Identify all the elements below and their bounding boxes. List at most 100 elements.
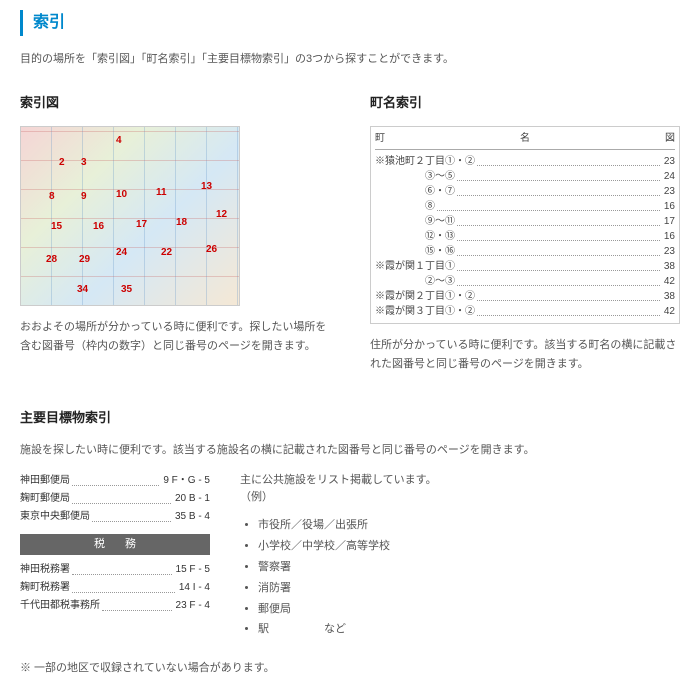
map-grid-number: 28 — [46, 252, 57, 268]
town-index-title: 町名索引 — [370, 93, 680, 114]
landmark-section: 主要目標物索引 施設を探したい時に便利です。該当する施設名の横に記載された図番号… — [20, 408, 680, 640]
town-name: ※猿池町２丁目①・② — [375, 154, 475, 169]
map-grid-number: 29 — [79, 252, 90, 268]
map-grid-number: 16 — [93, 219, 104, 235]
landmark-row: 麹町郵便局 20 B - 1 — [20, 490, 210, 508]
town-name: ※霞が関２丁目①・② — [375, 289, 475, 304]
town-row: ③～⑤ 24 — [375, 169, 675, 184]
landmark-example-list: 市役所／役場／出張所小学校／中学校／高等学校警察署消防署郵便局駅 など — [240, 515, 680, 640]
landmark-page: 20 B - 1 — [175, 490, 210, 508]
example-item: 消防署 — [258, 578, 680, 599]
intro-text: 目的の場所を「索引図」「町名索引」「主要目標物索引」の3つから探すことができます… — [20, 51, 680, 69]
town-row: ⑧ 16 — [375, 199, 675, 214]
town-page: 17 — [664, 214, 675, 229]
map-grid-number: 3 — [81, 155, 87, 171]
landmark-page: 14 I - 4 — [179, 579, 210, 597]
landmark-name: 千代田都税事務所 — [20, 597, 100, 615]
town-name: ⑫・⑬ — [375, 229, 455, 244]
town-page: 23 — [664, 154, 675, 169]
landmark-row: 神田税務署 15 F - 5 — [20, 561, 210, 579]
landmark-name: 神田郵便局 — [20, 472, 70, 490]
town-row: ⑮・⑯ 23 — [375, 244, 675, 259]
landmark-list-box: 神田郵便局 9 F・G - 5 麹町郵便局 20 B - 1 東京中央郵便局 35 B -… — [20, 472, 210, 641]
town-page: 38 — [664, 259, 675, 274]
two-column-layout: 索引図 42389101113151617181228292422263435 … — [20, 93, 680, 373]
map-grid-number: 22 — [161, 245, 172, 261]
footnote: ※ 一部の地区で収録されていない場合があります。 — [20, 660, 680, 678]
map-grid-number: 8 — [49, 189, 55, 205]
town-index-table: 町 名 図 ※猿池町２丁目①・② 23 ③～⑤ 24 ⑥・⑦ 23 ⑧ 16 ⑨～⑪ 17… — [370, 126, 680, 324]
town-name: ②～③ — [375, 274, 455, 289]
example-item: 郵便局 — [258, 599, 680, 620]
town-row: ※猿池町２丁目①・② 23 — [375, 154, 675, 169]
town-page: 24 — [664, 169, 675, 184]
town-row: ⑥・⑦ 23 — [375, 184, 675, 199]
index-map-title: 索引図 — [20, 93, 330, 114]
map-grid-number: 11 — [156, 185, 167, 201]
map-grid-number: 15 — [51, 219, 62, 235]
landmark-name: 麹町税務署 — [20, 579, 70, 597]
landmark-title: 主要目標物索引 — [20, 408, 680, 429]
example-item: 警察署 — [258, 557, 680, 578]
landmark-right-example: （例） — [240, 489, 680, 507]
landmark-row: 麹町税務署 14 I - 4 — [20, 579, 210, 597]
page-title: 索引 — [20, 10, 680, 36]
landmark-desc: 施設を探したい時に便利です。該当する施設名の横に記載された図番号と同じ番号のペー… — [20, 441, 680, 460]
example-item: 駅 など — [258, 619, 680, 640]
town-page: 42 — [664, 304, 675, 319]
town-row: ⑨～⑪ 17 — [375, 214, 675, 229]
landmark-name: 神田税務署 — [20, 561, 70, 579]
landmark-row: 千代田都税事務所 23 F - 4 — [20, 597, 210, 615]
landmark-page: 15 F - 5 — [176, 561, 210, 579]
town-page: 16 — [664, 199, 675, 214]
landmark-row: 東京中央郵便局 35 B - 4 — [20, 508, 210, 526]
town-name: ※霞が関１丁目① — [375, 259, 455, 274]
town-row: ②～③ 42 — [375, 274, 675, 289]
town-name: ※霞が関３丁目①・② — [375, 304, 475, 319]
town-name: ⑥・⑦ — [375, 184, 455, 199]
town-index-column: 町名索引 町 名 図 ※猿池町２丁目①・② 23 ③～⑤ 24 ⑥・⑦ 23 ⑧ 16 … — [370, 93, 680, 373]
example-item: 小学校／中学校／高等学校 — [258, 536, 680, 557]
town-header-col3: 図 — [655, 131, 675, 147]
map-grid-number: 35 — [121, 282, 132, 298]
town-page: 23 — [664, 184, 675, 199]
map-grid-number: 18 — [176, 215, 187, 231]
map-grid-number: 9 — [81, 189, 87, 205]
map-grid-number: 24 — [116, 245, 127, 261]
town-row: ⑫・⑬ 16 — [375, 229, 675, 244]
town-row: ※霞が関３丁目①・② 42 — [375, 304, 675, 319]
landmark-page: 23 F - 4 — [176, 597, 210, 615]
town-page: 16 — [664, 229, 675, 244]
landmark-row: 神田郵便局 9 F・G - 5 — [20, 472, 210, 490]
town-row: ※霞が関２丁目①・② 38 — [375, 289, 675, 304]
tax-header-bar: 税務 — [20, 534, 210, 556]
landmark-name: 東京中央郵便局 — [20, 508, 90, 526]
town-table-header: 町 名 図 — [375, 131, 675, 150]
town-page: 42 — [664, 274, 675, 289]
landmark-right-intro: 主に公共施設をリスト掲載しています。 — [240, 472, 680, 490]
map-grid-number: 10 — [116, 187, 127, 203]
index-map-image: 42389101113151617181228292422263435 — [20, 126, 240, 306]
map-grid-number: 17 — [136, 217, 147, 233]
map-grid-number: 34 — [77, 282, 88, 298]
town-index-desc: 住所が分かっている時に便利です。該当する町名の横に記載された図番号と同じ番号のペ… — [370, 336, 680, 373]
map-grid-number: 26 — [206, 242, 217, 258]
landmark-page: 9 F・G - 5 — [163, 472, 210, 490]
town-header-col1: 町 — [375, 131, 395, 147]
town-name: ③～⑤ — [375, 169, 455, 184]
map-grid-number: 13 — [201, 179, 212, 195]
town-row: ※霞が関１丁目① 38 — [375, 259, 675, 274]
index-map-column: 索引図 42389101113151617181228292422263435 … — [20, 93, 330, 373]
landmark-page: 35 B - 4 — [175, 508, 210, 526]
town-name: ⑧ — [375, 199, 435, 214]
landmark-right-box: 主に公共施設をリスト掲載しています。 （例） 市役所／役場／出張所小学校／中学校… — [240, 472, 680, 641]
town-page: 23 — [664, 244, 675, 259]
map-grid-number: 2 — [59, 155, 65, 171]
example-item: 市役所／役場／出張所 — [258, 515, 680, 536]
town-name: ⑮・⑯ — [375, 244, 455, 259]
town-page: 38 — [664, 289, 675, 304]
town-header-col2: 名 — [395, 131, 655, 147]
map-grid-number: 12 — [216, 207, 227, 223]
town-name: ⑨～⑪ — [375, 214, 455, 229]
landmark-name: 麹町郵便局 — [20, 490, 70, 508]
